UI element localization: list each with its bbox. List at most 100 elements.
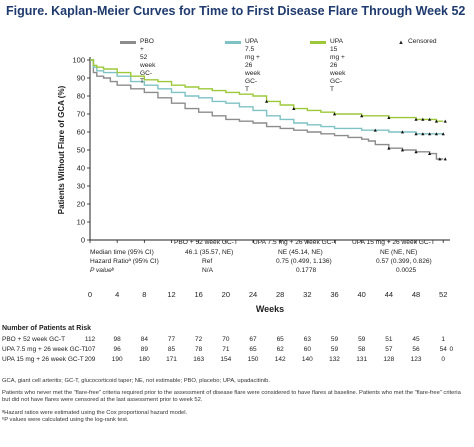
legend-label-pbo: PBO + 52 week GC-T [140, 38, 156, 85]
risk-count: 62 [276, 346, 284, 353]
risk-count: 180 [138, 356, 150, 363]
censor-mark-upa15 [360, 114, 364, 118]
stats-value: 0.1778 [296, 267, 317, 274]
x-tick-label: 52 [439, 290, 447, 299]
risk-count: 51 [385, 336, 393, 343]
censor-mark-pbo [400, 148, 405, 152]
legend-label-upa75: UPA 7.5 mg + 26 week GC-T [245, 38, 261, 93]
risk-count: 84 [140, 336, 148, 343]
stats-header-upa75: UPA 7.5 mg + 26 week GC-T [253, 239, 338, 246]
risk-count: 171 [166, 356, 177, 363]
censor-mark-upa75 [421, 132, 425, 136]
risk-count: 77 [167, 336, 176, 343]
legend-swatch-upa75 [225, 41, 241, 44]
censor-mark-upa15 [332, 112, 337, 116]
censor-mark-upa15 [434, 119, 439, 123]
y-tick-label: 60 [77, 128, 85, 137]
stats-value: Ref [202, 258, 213, 265]
risk-count: 67 [249, 336, 257, 343]
censored-icon: ▲ [398, 40, 404, 46]
censor-mark-upa15 [292, 107, 296, 110]
x-tick-label: 16 [195, 290, 203, 299]
risk-count: 163 [193, 356, 205, 363]
y-tick-label: 50 [77, 146, 85, 155]
risk-count: 131 [356, 356, 368, 363]
x-tick-label: 0 [88, 290, 92, 299]
risk-count: 72 [195, 336, 203, 343]
x-tick-label: 32 [303, 290, 311, 299]
risk-count: 128 [383, 356, 395, 363]
km-curve-upa15 [90, 59, 444, 122]
figure-title: Figure. Kaplan-Meier Curves for Time to … [6, 4, 466, 18]
x-tick-label: 4 [115, 290, 119, 299]
censor-mark-pbo [438, 157, 442, 161]
stats-value: 0.0025 [396, 267, 417, 274]
risk-count: 78 [195, 346, 203, 353]
x-tick-label: 20 [222, 290, 230, 299]
y-tick-label: 100 [72, 56, 85, 65]
risk-count: 142 [274, 356, 286, 363]
y-tick-label: 10 [77, 218, 85, 227]
y-axis-label: Patients Without Flare of GCA (%) [57, 85, 66, 214]
stats-label-pvalue: P valueᵇ [90, 267, 114, 274]
risk-count: 107 [84, 346, 96, 353]
risk-count: 0 [441, 356, 446, 363]
risk-row-label: UPA 15 mg + 26 week GC-T [2, 356, 84, 363]
legend-swatch-upa15 [310, 41, 326, 44]
legend-label-censored: Censored [408, 38, 437, 45]
risk-count: 65 [276, 336, 284, 343]
km-curve-upa75 [90, 59, 444, 135]
legend-swatch-pbo [120, 41, 136, 44]
y-tick-label: 90 [77, 74, 85, 83]
censor-mark-upa75 [414, 132, 418, 136]
censor-mark-upa15 [265, 99, 269, 103]
risk-count: 0 [449, 346, 454, 353]
x-tick-label: 36 [330, 290, 338, 299]
stats-value: 0.57 (0.399, 0.826) [376, 258, 432, 265]
x-tick-label: 28 [276, 290, 284, 299]
km-curve-pbo [90, 59, 444, 160]
censor-mark-pbo [414, 150, 418, 154]
risk-count: 63 [303, 336, 311, 343]
x-tick-label: 24 [249, 290, 257, 299]
legend-label-upa15: UPA 15 mg + 26 week GC-T [330, 38, 346, 93]
risk-count: 190 [111, 356, 123, 363]
risk-count: 98 [113, 336, 121, 343]
risk-count: 59 [330, 346, 339, 353]
risk-count: 56 [412, 346, 420, 353]
risk-row-label: PBO + 52 week GC-T [2, 336, 66, 343]
risk-count: 140 [301, 356, 313, 363]
risk-count: 71 [222, 346, 230, 353]
y-tick-label: 0 [81, 236, 85, 245]
x-tick-label: 48 [412, 290, 420, 299]
y-tick-label: 20 [77, 200, 85, 209]
censor-mark-upa75 [441, 132, 445, 136]
risk-count: 65 [249, 346, 257, 353]
stats-value: NE (45.14, NE) [278, 249, 323, 256]
risk-count: 123 [410, 356, 422, 363]
censor-mark-upa75 [400, 130, 405, 134]
stats-value: 0.75 (0.499, 1.136) [276, 258, 332, 265]
stats-value: 46.1 (35.57, NE) [185, 249, 234, 256]
stats-header-pbo: PBO + 52 week GC-T [174, 239, 238, 246]
y-tick-label: 70 [77, 110, 85, 119]
footnote-flare-criteria: Patients who never met the “flare-free” … [2, 390, 461, 404]
risk-count: 70 [222, 336, 230, 343]
stats-value: N/A [202, 267, 213, 274]
footnote-statistics: ªHazard ratios were estimated using the … [2, 409, 188, 423]
y-tick-label: 80 [77, 92, 85, 101]
x-tick-label: 8 [142, 290, 146, 299]
stats-value: NE (NE, NE) [380, 249, 418, 256]
x-tick-label: 40 [358, 290, 366, 299]
risk-count: 54 [439, 346, 447, 353]
stats-label-hazard: Hazard Ratioª (95% CI) [90, 258, 159, 265]
censor-mark-upa15 [414, 117, 418, 121]
censor-mark-upa75 [373, 128, 377, 132]
stats-header-upa15: UPA 15 mg + 26 week GC-T [352, 239, 435, 246]
censor-mark-upa75 [428, 132, 432, 136]
censor-mark-upa15 [443, 119, 447, 123]
stats-label-median: Median time (95% CI) [90, 249, 154, 256]
risk-count: 209 [84, 356, 96, 363]
x-tick-label: 12 [167, 290, 175, 299]
